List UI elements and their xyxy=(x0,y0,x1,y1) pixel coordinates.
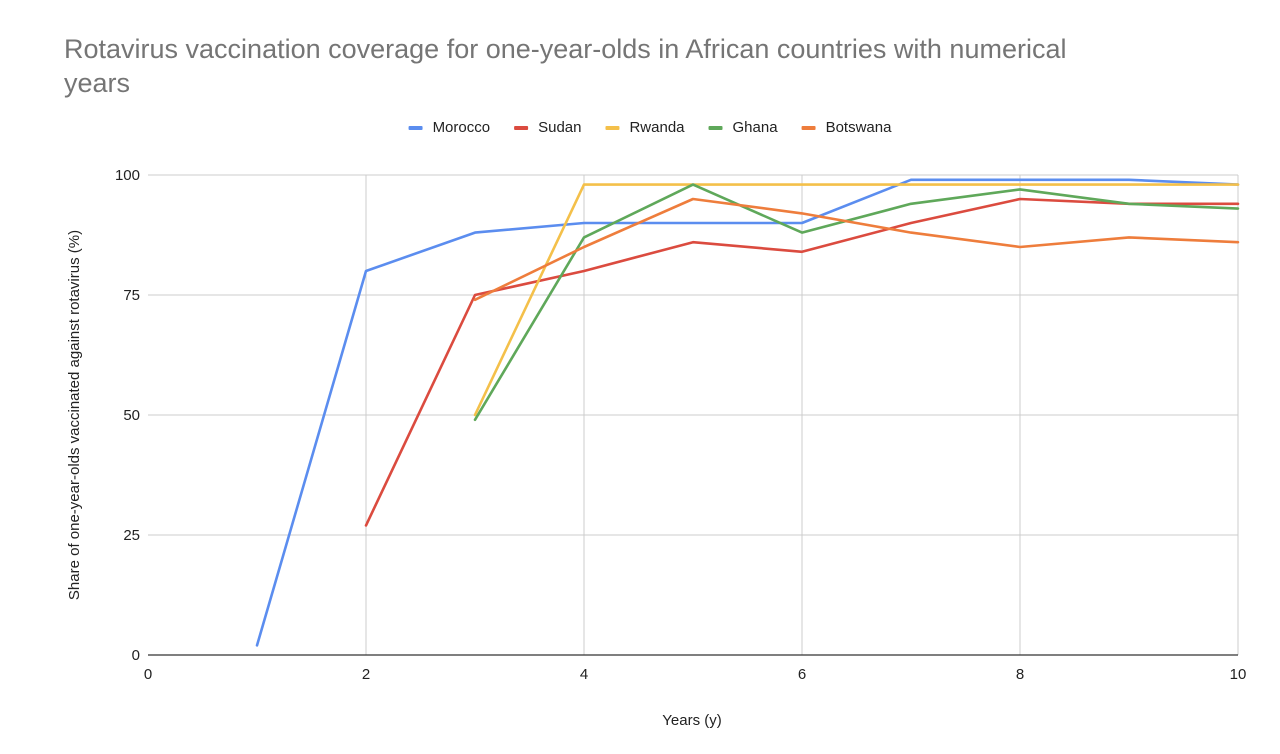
chart-title-line-2: years xyxy=(64,68,130,98)
x-axis-label: Years (y) xyxy=(662,712,721,729)
y-axis-label: Share of one-year-olds vaccinated agains… xyxy=(66,230,83,600)
y-tick-label-75: 75 xyxy=(123,287,140,304)
legend-label-rwanda: Rwanda xyxy=(629,119,685,136)
series-line-morocco xyxy=(255,178,1240,647)
x-tick-label-2: 2 xyxy=(362,666,370,683)
y-tick-label-50: 50 xyxy=(123,407,140,424)
y-tick-label-25: 25 xyxy=(123,527,140,544)
tick-labels: 0 25 50 75 100 0 2 4 6 8 10 xyxy=(115,167,1246,683)
x-tick-label-0: 0 xyxy=(144,666,152,683)
y-tick-label-100: 100 xyxy=(115,167,140,184)
grid xyxy=(148,174,1239,655)
legend: Morocco Sudan Rwanda Ghana Botswana xyxy=(408,119,893,136)
legend-label-ghana: Ghana xyxy=(733,119,779,136)
legend-swatch-ghana xyxy=(708,126,723,130)
legend-swatch-morocco xyxy=(408,126,423,130)
chart-title-line-1: Rotavirus vaccination coverage for one-y… xyxy=(64,34,1066,64)
series-line-botswana xyxy=(473,197,1240,302)
series-layer xyxy=(255,178,1240,647)
x-tick-label-6: 6 xyxy=(798,666,806,683)
legend-swatch-rwanda xyxy=(605,126,620,130)
y-tick-label-0: 0 xyxy=(132,647,140,664)
legend-label-morocco: Morocco xyxy=(433,119,491,136)
legend-swatch-sudan xyxy=(514,126,529,130)
legend-swatch-botswana xyxy=(801,126,816,130)
series-line-ghana xyxy=(473,183,1240,422)
series-line-sudan xyxy=(364,197,1240,527)
legend-label-sudan: Sudan xyxy=(538,119,581,136)
x-tick-label-10: 10 xyxy=(1230,666,1247,683)
legend-label-botswana: Botswana xyxy=(826,119,893,136)
x-tick-label-4: 4 xyxy=(580,666,588,683)
series-line-rwanda xyxy=(473,183,1240,417)
x-tick-label-8: 8 xyxy=(1016,666,1024,683)
